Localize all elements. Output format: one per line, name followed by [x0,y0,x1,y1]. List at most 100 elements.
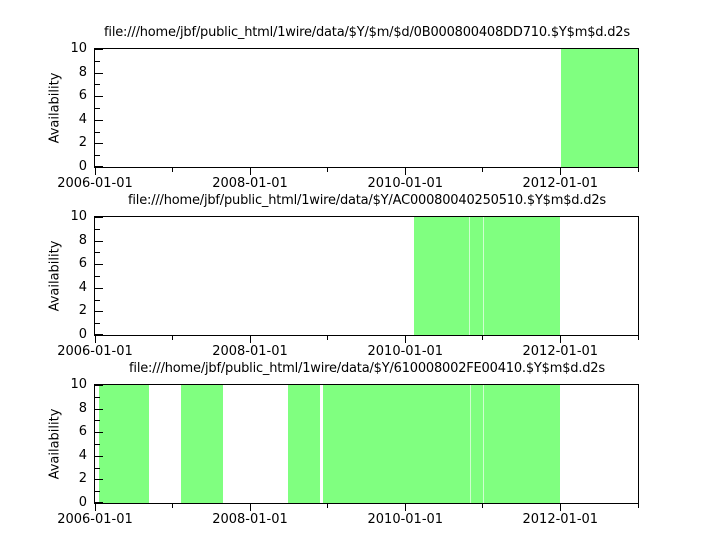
x-minor-tick [327,503,329,508]
x-minor-tick [172,335,173,340]
plot-area [94,384,639,511]
x-tick [94,503,96,511]
x-tick-label: 2010-01-01 [367,512,444,527]
y-tick [95,455,103,457]
y-minor-tick [95,155,100,157]
y-tick [95,72,103,74]
y-tick [95,479,103,481]
x-tick [559,167,561,175]
x-tick-label: 2012-01-01 [522,344,599,359]
x-tick [249,503,251,511]
x-tick-label: 2006-01-01 [57,344,133,359]
x-tick-label: 2010-01-01 [367,176,444,191]
y-tick [95,287,103,289]
y-minor-tick [95,84,100,86]
gap-line [469,217,470,335]
x-tick-label: 2012-01-01 [522,512,599,527]
y-tick [95,502,103,503]
y-tick [95,264,103,266]
y-tick-label: 10 [70,209,87,224]
y-axis-label: Availability [47,72,63,144]
x-minor-tick [172,167,173,172]
x-minor-tick [482,503,484,508]
y-tick-label: 4 [78,111,87,127]
y-axis-label: Availability [47,240,63,312]
y-minor-tick [95,444,100,445]
x-tick-label: 2006-01-01 [57,176,133,191]
y-tick [95,49,103,50]
y-tick [95,143,103,145]
x-minor-tick [637,167,639,172]
y-axis-label: Availability [47,408,63,480]
y-tick-label: 0 [78,327,87,342]
x-minor-tick [637,503,639,508]
plot-area [94,216,639,343]
y-tick [95,217,103,218]
x-minor-tick [482,335,484,340]
y-tick [95,334,103,335]
y-minor-tick [95,60,100,62]
y-minor-tick [95,276,100,277]
x-tick [94,167,96,175]
gap-line [482,385,484,503]
chart-title: file:///home/jbf/public_html/1wire/data/… [104,25,630,40]
y-tick [95,240,103,242]
x-tick [404,503,406,511]
y-tick [95,166,103,167]
y-minor-tick [95,467,100,469]
y-minor-tick [95,108,100,109]
x-tick-label: 2008-01-01 [212,512,288,527]
y-tick-label: 6 [78,256,87,272]
x-tick-label: 2010-01-01 [367,344,444,359]
y-tick [95,385,103,386]
y-tick-label: 0 [78,159,87,174]
availability-chart-1: file:///home/jbf/public_html/1wire/data/… [0,0,722,191]
x-tick [404,335,406,343]
y-tick-label: 10 [70,41,87,56]
y-tick-label: 0 [78,495,87,510]
y-tick-label: 8 [78,400,87,416]
y-tick [95,432,103,434]
availability-interval [561,49,638,167]
x-tick [559,335,561,343]
x-tick-label: 2012-01-01 [522,176,599,191]
y-minor-tick [95,323,100,325]
y-minor-tick [95,131,100,133]
gap-line [483,217,484,335]
y-tick-label: 2 [78,135,87,151]
y-tick-label: 8 [78,64,87,80]
y-tick-label: 6 [78,88,87,104]
y-minor-tick [95,396,100,398]
x-tick [559,503,561,511]
y-tick [95,119,103,121]
x-tick-label: 2006-01-01 [57,512,133,527]
y-tick [95,311,103,313]
x-minor-tick [172,503,173,508]
availability-interval [322,385,561,503]
y-tick-label: 2 [78,471,87,487]
y-tick-label: 6 [78,424,87,440]
y-tick-label: 4 [78,279,87,295]
x-tick [404,167,406,175]
availability-interval [287,385,321,503]
y-minor-tick [95,252,100,254]
availability-chart-2: file:///home/jbf/public_html/1wire/data/… [0,168,722,359]
x-minor-tick [482,167,484,172]
chart-title: file:///home/jbf/public_html/1wire/data/… [128,193,606,208]
availability-interval [414,217,561,335]
y-minor-tick [95,299,100,301]
x-tick [249,335,251,343]
y-tick-label: 2 [78,303,87,319]
gap-line [470,385,471,503]
y-minor-tick [95,420,100,422]
y-tick-label: 10 [70,377,87,392]
y-tick [95,96,103,98]
chart-title: file:///home/jbf/public_html/1wire/data/… [129,361,605,376]
x-minor-tick [327,335,329,340]
availability-chart-3: file:///home/jbf/public_html/1wire/data/… [0,336,722,539]
plot-area [94,48,639,175]
y-minor-tick [95,228,100,230]
x-minor-tick [637,335,639,340]
y-tick-label: 4 [78,447,87,463]
